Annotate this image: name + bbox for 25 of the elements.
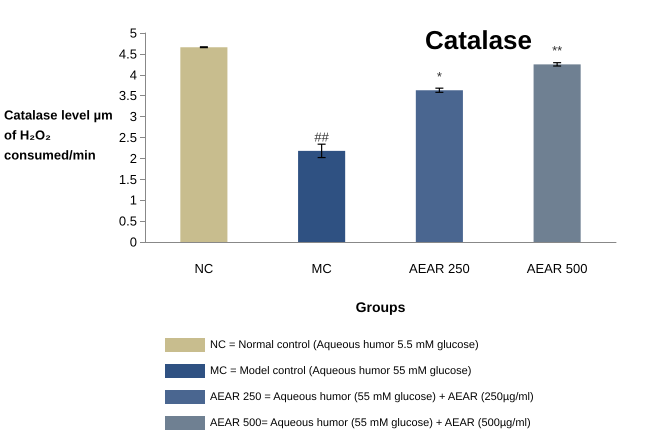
y-axis-title: Catalase level µm of H₂O₂ consumed/min	[4, 108, 116, 162]
x-tick-label: MC	[312, 261, 332, 276]
legend-label: NC = Normal control (Aqueous humor 5.5 mM glucose)	[210, 339, 479, 351]
legend-label: MC = Model control (Aqueous humor 55 mM glucose)	[210, 365, 472, 377]
y-tick-label: 0	[130, 234, 137, 250]
y-tick-label: 4.5	[118, 46, 137, 62]
x-tick-label: AEAR 250	[409, 261, 470, 276]
annotation: ##	[314, 129, 330, 144]
legend-label: AEAR 250 = Aqueous humor (55 mM glucose) + AEAR (250µg/ml)	[210, 391, 534, 403]
y-tick-label: 2	[130, 150, 137, 166]
y-tick-label: 4	[130, 67, 137, 82]
chart-title: Catalase	[425, 25, 532, 55]
y-tick-label: 3	[130, 109, 137, 124]
y-tick-label: 0.5	[118, 214, 137, 229]
y-tick-label: 1	[130, 192, 137, 208]
y-tick-label: 5	[130, 26, 137, 40]
x-axis-title: Groups	[356, 299, 406, 315]
legend-label: AEAR 500= Aqueous humor (55 mM glucose) + AEAR (500µg/ml)	[210, 417, 531, 429]
annotation: **	[552, 42, 562, 58]
y-tick-label: 2.5	[118, 130, 137, 145]
x-tick-label: AEAR 500	[526, 261, 588, 276]
y-tick-label: 3.5	[118, 88, 137, 104]
y-tick-label: 1.5	[118, 172, 137, 187]
x-tick-label: NC	[194, 261, 214, 276]
annotation: *	[436, 68, 442, 84]
